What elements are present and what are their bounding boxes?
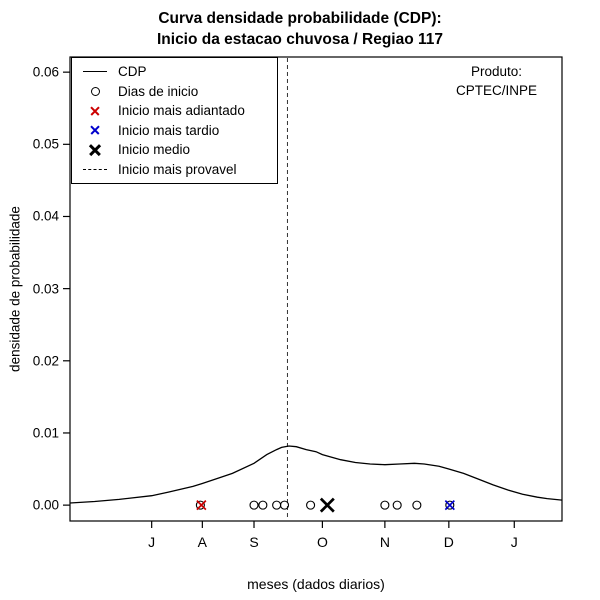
legend-symbol-cell: [72, 125, 118, 136]
legend-symbol-cell: [72, 105, 118, 116]
product-annotation-line1: Produto:: [470, 64, 523, 79]
legend-item-inicio-mais-tardio: Inicio mais tardio: [72, 121, 277, 141]
legend-symbol-cell: [72, 71, 118, 73]
legend-symbol-cell: [72, 168, 118, 170]
earliest-onset-marker: [196, 500, 207, 511]
chart-title-line1: Curva densidade probabilidade (CDP):: [158, 10, 442, 27]
most-probable-line-symbol: [83, 168, 107, 170]
cdp-line-symbol: [83, 71, 107, 73]
onset-day-marker: [306, 500, 316, 510]
legend-item-cdp: CDP: [72, 62, 277, 82]
y-axis-label: densidade de probabilidade: [7, 206, 23, 372]
legend-label-inicio-mais-tardio: Inicio mais tardio: [118, 122, 220, 138]
cdp-curve: [69, 445, 563, 504]
chart-title: Curva densidade probabilidade (CDP): Ini…: [0, 8, 600, 50]
latest-onset-marker: [444, 500, 455, 511]
legend-label-inicio-mais-provavel: Inicio mais provavel: [118, 161, 237, 177]
onset-day-marker: [279, 500, 290, 510]
onset-day-marker: [249, 500, 259, 510]
legend-item-inicio-medio: Inicio medio: [72, 140, 277, 160]
legend-label-inicio-medio: Inicio medio: [118, 142, 191, 158]
legend-label-dias-de-inicio: Dias de inicio: [118, 83, 199, 99]
legend-item-inicio-mais-provavel: Inicio mais provavel: [72, 160, 277, 180]
legend-item-inicio-mais-adiantado: Inicio mais adiantado: [72, 101, 277, 121]
product-annotation-line2: CPTEC/INPE: [455, 83, 537, 98]
onset-day-marker: [195, 500, 205, 510]
legend-label-inicio-mais-adiantado: Inicio mais adiantado: [118, 103, 245, 119]
onset-day-marker: [380, 500, 390, 510]
legend-box: CDP Dias de inicio Inicio mais adiantado…: [71, 57, 278, 184]
legend-symbol-cell: [72, 143, 118, 157]
mean-x-symbol: [88, 143, 102, 157]
chart-title-line2: Inicio da estacao chuvosa / Regiao 117: [156, 31, 443, 48]
product-annotation: Produto: CPTEC/INPE: [446, 62, 547, 100]
legend-item-dias-de-inicio: Dias de inicio: [72, 82, 277, 102]
onset-day-symbol: [90, 86, 100, 96]
mean-onset-marker: [319, 497, 335, 513]
onset-day-marker: [258, 500, 268, 510]
legend-symbol-cell: [72, 86, 118, 96]
onset-day-marker: [272, 500, 282, 510]
latest-x-symbol: [90, 125, 101, 136]
onset-day-marker: [392, 500, 402, 510]
onset-day-marker: [445, 500, 455, 510]
x-axis-label: meses (dados diarios): [247, 576, 385, 592]
earliest-x-symbol: [90, 105, 101, 116]
legend-label-cdp: CDP: [118, 64, 147, 80]
onset-day-marker: [412, 500, 422, 510]
